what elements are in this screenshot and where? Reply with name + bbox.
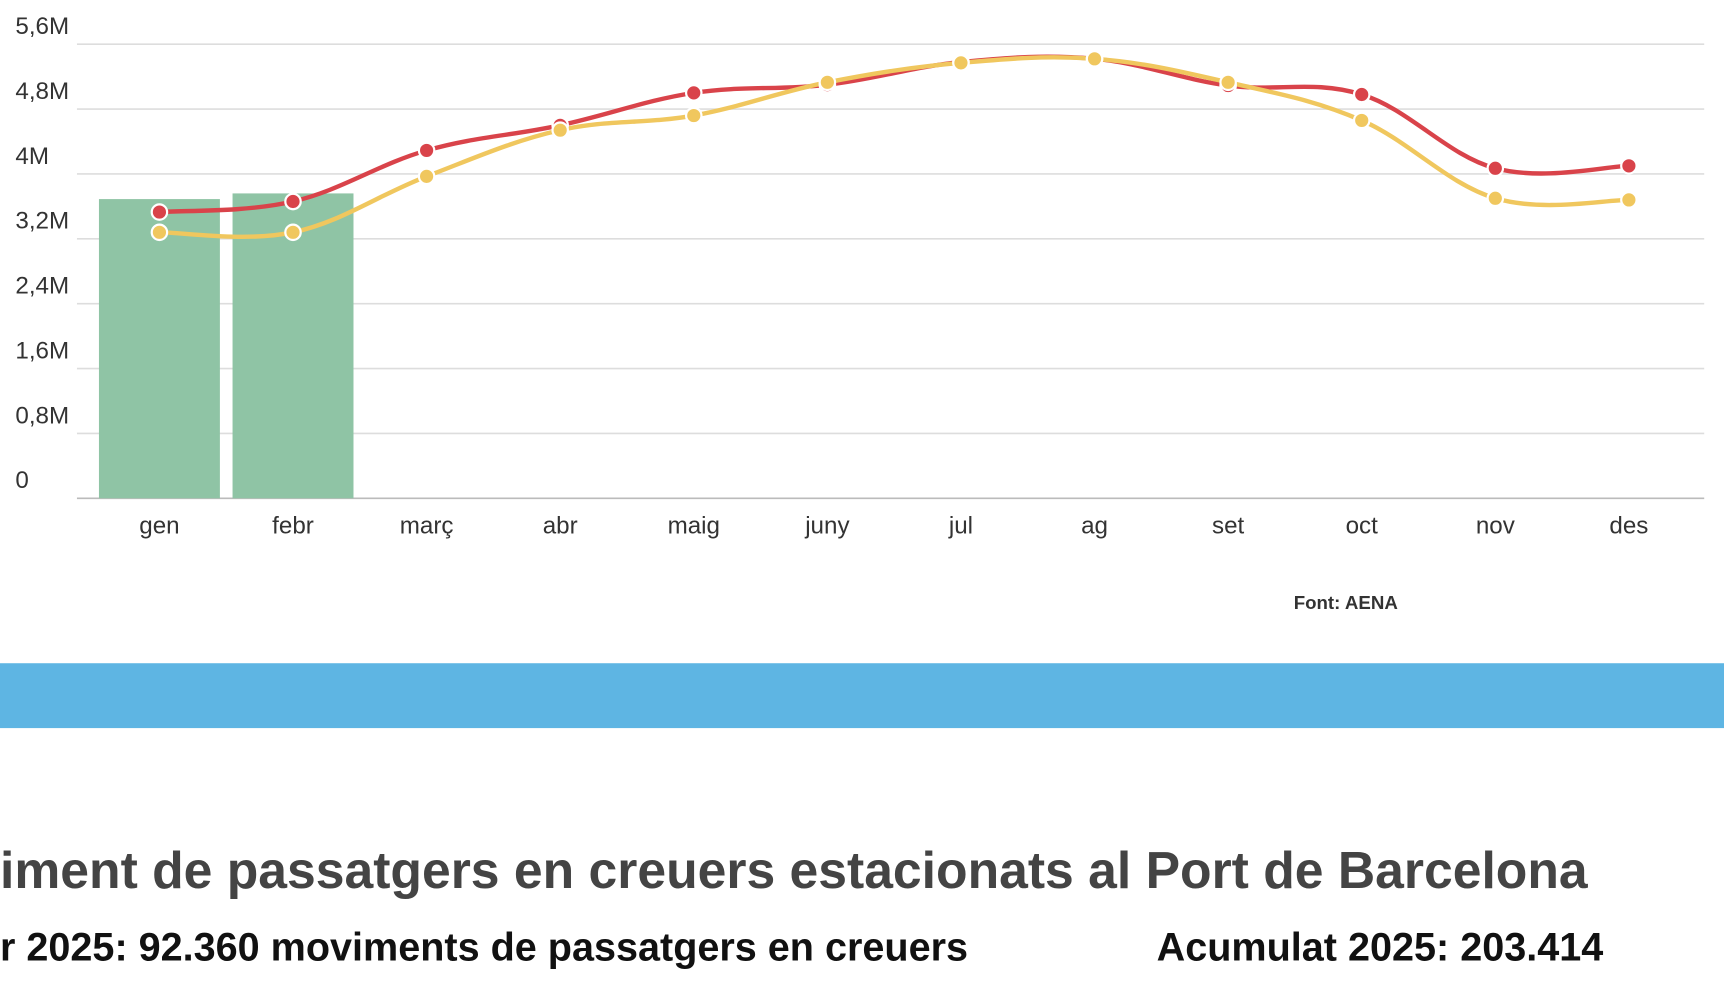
section-title: iment de passatgers en creuers estaciona… — [0, 841, 1589, 899]
point — [684, 106, 703, 125]
point — [1352, 85, 1371, 104]
point — [284, 192, 302, 211]
stat-left: r 2025: 92.360 moviments de passatgers e… — [0, 926, 968, 970]
point — [1486, 159, 1505, 178]
y-tick-label: 2,4M — [15, 273, 69, 300]
y-tick-label: 4,8M — [15, 78, 69, 105]
bar — [232, 193, 354, 499]
y-tick-label: 0,8M — [15, 402, 69, 429]
point — [150, 203, 169, 221]
point — [818, 73, 837, 92]
line — [159, 54, 1629, 215]
x-tick-label: febr — [272, 512, 314, 539]
point — [150, 223, 169, 242]
point — [1486, 189, 1505, 208]
x-tick-label: set — [1212, 512, 1245, 539]
point — [417, 141, 436, 160]
chart: 0 0,8M 1,6M 2,4M 3,2M 4M 4,8M 5,6M gen febr març ab… — [15, 13, 1705, 539]
x-tick-label: nov — [1476, 512, 1515, 539]
point — [417, 167, 436, 186]
point — [284, 223, 302, 242]
x-tick-label: gen — [139, 512, 179, 539]
y-tick-label: 5,6M — [15, 13, 69, 40]
bar — [98, 199, 220, 499]
source: Font: AENA — [1294, 592, 1398, 613]
point — [551, 121, 569, 139]
point — [684, 84, 703, 102]
x-tick-label: oct — [1346, 512, 1379, 539]
point — [1620, 191, 1638, 209]
y-tick-label: 3,2M — [15, 208, 69, 235]
y-tick-label: 4M — [15, 143, 49, 170]
x-tick-label: març — [400, 512, 454, 539]
point — [1620, 157, 1638, 175]
point — [1219, 73, 1237, 92]
point — [1085, 50, 1104, 68]
stat-right: Acumulat 2025: 203.414 — [1157, 926, 1604, 970]
x-tick-label: ag — [1081, 512, 1108, 539]
x-tick-label: jul — [948, 512, 973, 539]
x-tick-label: maig — [668, 512, 720, 539]
line — [159, 55, 1629, 240]
point — [952, 54, 970, 72]
y-tick-label: 0 — [15, 467, 28, 494]
point — [1352, 111, 1371, 130]
blue-band — [0, 663, 1724, 729]
y-tick-label: 1,6M — [15, 337, 69, 364]
x-tick-label: juny — [804, 512, 850, 539]
x-tick-label: abr — [543, 512, 578, 539]
x-tick-label: des — [1609, 512, 1648, 539]
